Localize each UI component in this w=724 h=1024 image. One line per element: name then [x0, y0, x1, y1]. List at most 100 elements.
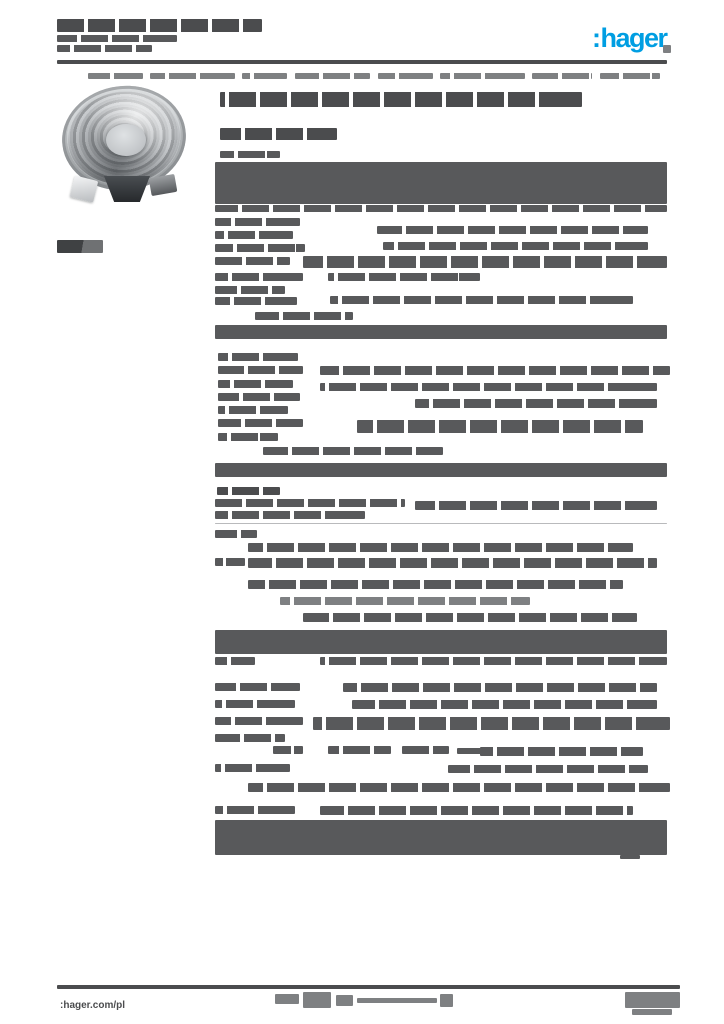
redacted-text-bar [215, 530, 257, 538]
redacted-text-bar [280, 597, 530, 605]
redacted-text-bar [440, 73, 525, 79]
redacted-text-bar [218, 406, 288, 414]
redacted-text-bar [402, 746, 449, 754]
redacted-text-bar [663, 45, 671, 53]
redacted-text-bar [320, 657, 667, 665]
redacted-text-bar [620, 855, 640, 859]
redacted-text-bar [320, 806, 633, 815]
redacted-text-bar [320, 366, 670, 375]
redacted-text-bar [295, 73, 370, 79]
redacted-text-bar [328, 746, 391, 754]
redacted-text-bar [303, 256, 667, 268]
redacted-text-bar [218, 366, 303, 374]
redacted-text-bar [215, 499, 405, 507]
redacted-text-bar [215, 162, 667, 204]
redacted-text-bar [415, 399, 657, 408]
speaker-mount-clip [148, 173, 178, 197]
redacted-text-bar [220, 151, 280, 158]
redacted-text-bar [330, 296, 633, 304]
redacted-text-bar [215, 231, 293, 239]
hager-logo-text: hager [600, 23, 669, 53]
redacted-text-bar [313, 717, 670, 730]
redacted-text-bar [275, 994, 299, 1004]
redacted-text-bar [57, 19, 262, 32]
redacted-text-bar [303, 992, 331, 1008]
redacted-text-bar [215, 523, 667, 524]
redacted-text-bar [328, 273, 480, 281]
redacted-text-bar [218, 353, 298, 361]
redacted-text-bar [532, 73, 592, 79]
redacted-text-bar [57, 45, 152, 52]
redacted-text-bar [57, 985, 680, 989]
redacted-text-bar [215, 286, 285, 294]
redacted-text-bar [336, 995, 353, 1006]
redacted-text-bar [215, 683, 300, 691]
redacted-text-bar [263, 447, 443, 455]
redacted-text-bar [215, 820, 667, 855]
redacted-text-bar [215, 657, 255, 665]
redacted-text-bar [457, 748, 482, 754]
redacted-text-bar [215, 205, 667, 212]
redacted-text-bar [415, 501, 657, 510]
redacted-text-bar [625, 992, 680, 1008]
redacted-text-bar [273, 746, 303, 754]
footer-website-link[interactable]: :hager.com/pl [58, 997, 130, 1017]
redacted-text-bar [215, 244, 305, 252]
redacted-text-bar [215, 463, 667, 477]
redacted-text-bar [215, 297, 297, 305]
redacted-text-bar [218, 433, 278, 441]
hager-logo: :hager [592, 22, 672, 56]
redacted-text-bar [632, 1009, 672, 1015]
redacted-text-bar [220, 128, 337, 140]
redacted-text-bar [480, 747, 643, 756]
redacted-text-bar [215, 700, 295, 708]
redacted-text-bar [448, 765, 648, 773]
redacted-text-bar [215, 558, 245, 566]
speaker-underside [104, 176, 150, 202]
redacted-text-bar [248, 558, 657, 568]
redacted-text-bar [378, 73, 433, 79]
product-image-speaker [56, 78, 192, 206]
redacted-text-bar [218, 419, 303, 427]
redacted-text-bar [215, 806, 295, 814]
redacted-text-bar [255, 312, 353, 320]
redacted-text-bar [440, 994, 453, 1007]
redacted-text-bar [248, 783, 670, 792]
redacted-text-bar [217, 487, 280, 495]
redacted-text-bar [600, 73, 660, 79]
redacted-text-bar [215, 764, 290, 772]
redacted-text-bar [303, 613, 637, 622]
redacted-text-bar [215, 630, 667, 654]
redacted-text-bar [343, 683, 657, 692]
redacted-text-bar [220, 92, 582, 107]
redacted-text-bar [218, 393, 300, 401]
redacted-text-bar [215, 273, 303, 281]
redacted-text-bar [215, 511, 365, 519]
hager-logo-colon-icon: : [592, 23, 601, 53]
redacted-text-bar [215, 325, 667, 339]
redacted-text-bar [248, 580, 623, 589]
redacted-text-bar [383, 242, 648, 250]
redacted-text-bar [248, 543, 633, 552]
hager-logo-colon-icon: : [60, 1000, 64, 1011]
redacted-text-bar [215, 257, 290, 265]
redacted-text-bar [215, 717, 303, 725]
speaker-mount-clip [69, 175, 99, 203]
redacted-text-bar [215, 734, 285, 742]
footer-link-text: hager.com/pl [63, 1000, 126, 1011]
redacted-text-bar [57, 35, 177, 42]
redacted-text-bar [377, 226, 648, 234]
redacted-text-bar [57, 60, 667, 64]
redacted-text-bar [357, 998, 437, 1003]
redacted-text-bar [320, 383, 657, 391]
redacted-text-bar [215, 218, 300, 226]
speaker-center-cap [106, 124, 146, 156]
redacted-text-bar [88, 73, 143, 79]
redacted-text-bar [352, 700, 657, 709]
redacted-text-bar [357, 420, 643, 433]
redacted-text-bar [150, 73, 235, 79]
redacted-text-bar [242, 73, 287, 79]
order-reference-badge [57, 240, 103, 253]
redacted-text-bar [218, 380, 293, 388]
